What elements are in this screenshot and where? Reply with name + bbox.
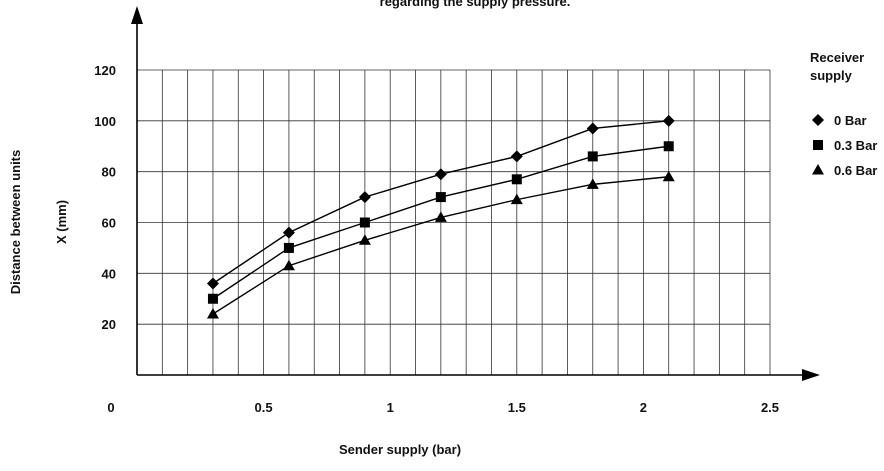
data-point-0-6-bar <box>282 259 295 271</box>
legend-label-0-3-bar: 0.3 Bar <box>834 138 877 153</box>
y-tick-label: 100 <box>94 114 116 129</box>
x-tick-label: 1.5 <box>508 400 526 415</box>
legend-marker-0-3-bar <box>813 140 823 150</box>
x-axis-label: Sender supply (bar) <box>339 442 461 457</box>
y-tick-label: 20 <box>102 317 116 332</box>
data-point-0-6-bar <box>586 178 599 189</box>
data-point-0-3-bar <box>587 151 598 162</box>
chart-title: regarding the supply pressure. <box>380 0 571 9</box>
legend-title-line2: supply <box>810 68 853 83</box>
y-tick-label: 40 <box>102 266 116 281</box>
data-point-0-bar <box>282 226 295 239</box>
tick-labels: 0 0.5 1 1.5 2 2.5 20 40 60 80 100 120 <box>94 63 779 415</box>
data-point-0-6-bar <box>510 193 523 205</box>
grid <box>137 69 771 375</box>
axes <box>131 6 820 381</box>
data-point-0-bar <box>434 168 447 181</box>
x-axis-arrow <box>802 369 820 381</box>
x-tick-label: 0.5 <box>255 400 273 415</box>
legend-items: 0 Bar 0.3 Bar 0.6 Bar <box>812 113 877 178</box>
y-axis-label-line1: Distance between units <box>8 150 23 294</box>
y-tick-label: 60 <box>102 216 116 231</box>
data-point-0-bar <box>206 277 219 290</box>
series-group <box>206 114 675 319</box>
data-point-0-3-bar <box>435 192 446 203</box>
data-point-0-3-bar <box>511 174 522 185</box>
legend: Receiver supply 0 Bar 0.3 Bar 0.6 Bar <box>810 50 877 178</box>
data-point-0-3-bar <box>207 293 218 304</box>
y-axis-arrow <box>131 6 143 24</box>
data-point-0-3-bar <box>663 141 674 152</box>
legend-label-0-bar: 0 Bar <box>834 113 867 128</box>
legend-marker-0-6-bar <box>812 164 824 175</box>
x-tick-label: 2.5 <box>761 400 779 415</box>
data-point-0-3-bar <box>359 217 370 228</box>
y-tick-label: 120 <box>94 63 116 78</box>
data-point-0-6-bar <box>434 211 447 222</box>
x-tick-label: 2 <box>640 400 647 415</box>
data-point-0-bar <box>662 114 675 127</box>
legend-marker-0-bar <box>812 114 824 126</box>
data-point-0-bar <box>510 150 523 163</box>
data-point-0-6-bar <box>206 308 219 319</box>
y-axis-label-line2: X (mm) <box>54 200 69 244</box>
data-point-0-3-bar <box>283 242 294 253</box>
legend-label-0-6-bar: 0.6 Bar <box>834 163 877 178</box>
y-tick-label: 80 <box>102 165 116 180</box>
x-tick-label: 1 <box>387 400 394 415</box>
data-point-0-6-bar <box>358 234 371 245</box>
data-point-0-bar <box>358 191 371 204</box>
data-point-0-6-bar <box>662 170 675 182</box>
data-point-0-bar <box>586 122 599 135</box>
legend-title-line1: Receiver <box>810 50 864 65</box>
x-tick-label: 0 <box>107 400 114 415</box>
